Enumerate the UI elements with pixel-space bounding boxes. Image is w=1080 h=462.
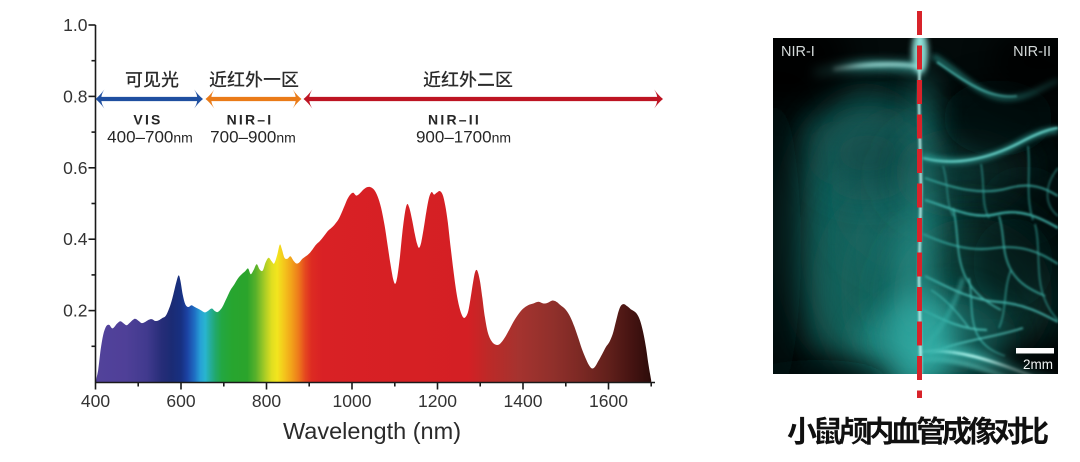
svg-text:400–700nm: 400–700nm	[107, 128, 193, 147]
svg-text:1400: 1400	[504, 391, 543, 411]
svg-text:800: 800	[252, 391, 281, 411]
svg-text:1200: 1200	[418, 391, 457, 411]
svg-text:2mm: 2mm	[1023, 357, 1053, 372]
svg-text:VIS: VIS	[133, 112, 162, 128]
svg-text:NIR-I: NIR-I	[781, 44, 815, 60]
svg-text:1000: 1000	[333, 391, 372, 411]
svg-text:1600: 1600	[589, 391, 628, 411]
svg-text:NIR–II: NIR–II	[428, 112, 481, 128]
svg-text:NIR-II: NIR-II	[1013, 44, 1051, 60]
svg-text:700–900nm: 700–900nm	[210, 128, 296, 147]
svg-text:Wavelength (nm): Wavelength (nm)	[283, 418, 461, 444]
svg-text:600: 600	[166, 391, 195, 411]
svg-text:400: 400	[81, 391, 110, 411]
svg-text:0.6: 0.6	[63, 158, 87, 178]
svg-text:0.2: 0.2	[63, 301, 87, 321]
svg-text:NIR–I: NIR–I	[227, 112, 274, 128]
svg-text:0.4: 0.4	[63, 229, 88, 249]
svg-text:1.0: 1.0	[63, 15, 88, 35]
svg-text:0.8: 0.8	[63, 86, 87, 106]
svg-text:900–1700nm: 900–1700nm	[416, 128, 511, 147]
